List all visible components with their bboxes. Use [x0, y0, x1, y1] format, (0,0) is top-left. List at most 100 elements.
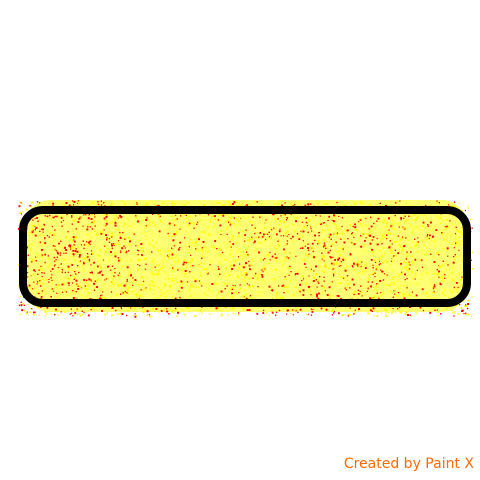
spray-dot: [231, 295, 234, 298]
spray-dot: [138, 259, 140, 262]
spray-dot: [230, 203, 232, 206]
spray-dot: [32, 244, 34, 246]
spray-dot: [385, 274, 387, 276]
spray-dot: [397, 235, 399, 237]
spray-dot: [120, 216, 123, 219]
spray-dot: [335, 225, 337, 227]
spray-dot: [442, 278, 444, 280]
spray-dot: [375, 243, 377, 245]
spray-dot: [158, 216, 161, 218]
spray-dot: [423, 268, 425, 270]
spray-dot: [322, 229, 324, 231]
spray-dot: [323, 307, 325, 309]
spray-dot: [30, 275, 33, 278]
spray-dot: [240, 251, 242, 253]
spray-dot: [236, 251, 238, 253]
spray-dot: [433, 307, 435, 309]
spray-dot: [156, 226, 158, 228]
spray-dot: [62, 219, 65, 222]
spray-dot: [461, 276, 463, 278]
spray-dot: [232, 256, 234, 258]
spray-dot: [437, 251, 439, 253]
spray-dot: [313, 306, 315, 308]
spray-dot: [295, 255, 297, 257]
spray-dot: [440, 313, 442, 315]
spray-dot: [163, 270, 165, 272]
spray-dot: [228, 283, 230, 285]
spray-dot: [252, 277, 254, 279]
spray-dot: [104, 279, 106, 281]
spray-dot: [138, 295, 140, 297]
spray-dot: [453, 201, 456, 203]
spray-dot: [119, 221, 121, 223]
spray-dot: [136, 293, 139, 296]
spray-dot: [371, 239, 373, 241]
spray-dot: [181, 309, 183, 311]
spray-dot: [256, 247, 258, 249]
spray-dot: [146, 310, 149, 313]
spray-dot: [392, 277, 394, 279]
spray-dot: [335, 306, 337, 308]
spray-dot: [83, 279, 86, 281]
spray-dot: [188, 222, 191, 225]
spray-dot: [41, 249, 43, 251]
spray-dot: [234, 285, 236, 287]
spray-dot: [269, 259, 271, 261]
spray-dot: [367, 278, 370, 281]
spray-dot: [188, 215, 191, 218]
spray-dot: [258, 241, 260, 244]
spray-dot: [171, 310, 174, 313]
spray-dot: [426, 292, 428, 294]
spray-dot: [335, 231, 337, 233]
spray-dot: [414, 238, 416, 240]
spray-dot: [345, 258, 347, 260]
spray-dot: [436, 200, 438, 202]
spray-dot: [332, 256, 334, 258]
spray-dot: [346, 229, 349, 232]
spray-dot: [294, 274, 296, 276]
spray-dot: [429, 311, 432, 314]
spray-dot: [189, 288, 191, 290]
spray-dot: [67, 282, 70, 285]
spray-dot: [399, 291, 401, 293]
spray-dot: [319, 222, 321, 224]
spray-dot: [302, 259, 304, 261]
spray-dot: [231, 264, 234, 267]
spray-dot: [310, 270, 312, 272]
spray-dot: [42, 242, 45, 245]
spray-dot: [117, 257, 119, 259]
spray-dot: [118, 228, 120, 230]
spray-dot: [392, 270, 394, 272]
spray-dot: [430, 253, 432, 255]
spray-dot: [336, 295, 338, 297]
spray-dot: [205, 238, 207, 240]
spray-dot: [410, 216, 412, 218]
spray-dot: [178, 202, 180, 204]
spray-dot: [89, 232, 91, 234]
spray-dot: [466, 307, 469, 310]
spray-dot: [77, 202, 80, 205]
spray-dot: [403, 253, 405, 255]
spray-dot: [181, 281, 184, 284]
spray-dot: [301, 235, 304, 237]
spray-dot: [226, 233, 228, 235]
spray-dot: [454, 254, 456, 256]
spray-dot: [413, 263, 415, 265]
spray-dot: [352, 235, 354, 237]
spray-dot: [430, 221, 432, 224]
spray-dot: [364, 264, 367, 267]
spray-dot: [199, 262, 202, 265]
spray-dot: [431, 269, 433, 271]
spray-dot: [76, 250, 79, 253]
spray-dot: [292, 224, 295, 226]
spray-dot: [148, 242, 151, 245]
spray-dot: [156, 297, 158, 299]
spray-dot: [176, 281, 178, 283]
spray-dot: [127, 219, 129, 221]
spray-dot: [39, 280, 41, 282]
spray-dot: [181, 272, 183, 274]
spray-dot: [273, 203, 275, 205]
spray-dot: [71, 223, 73, 225]
spray-dot: [151, 267, 153, 269]
